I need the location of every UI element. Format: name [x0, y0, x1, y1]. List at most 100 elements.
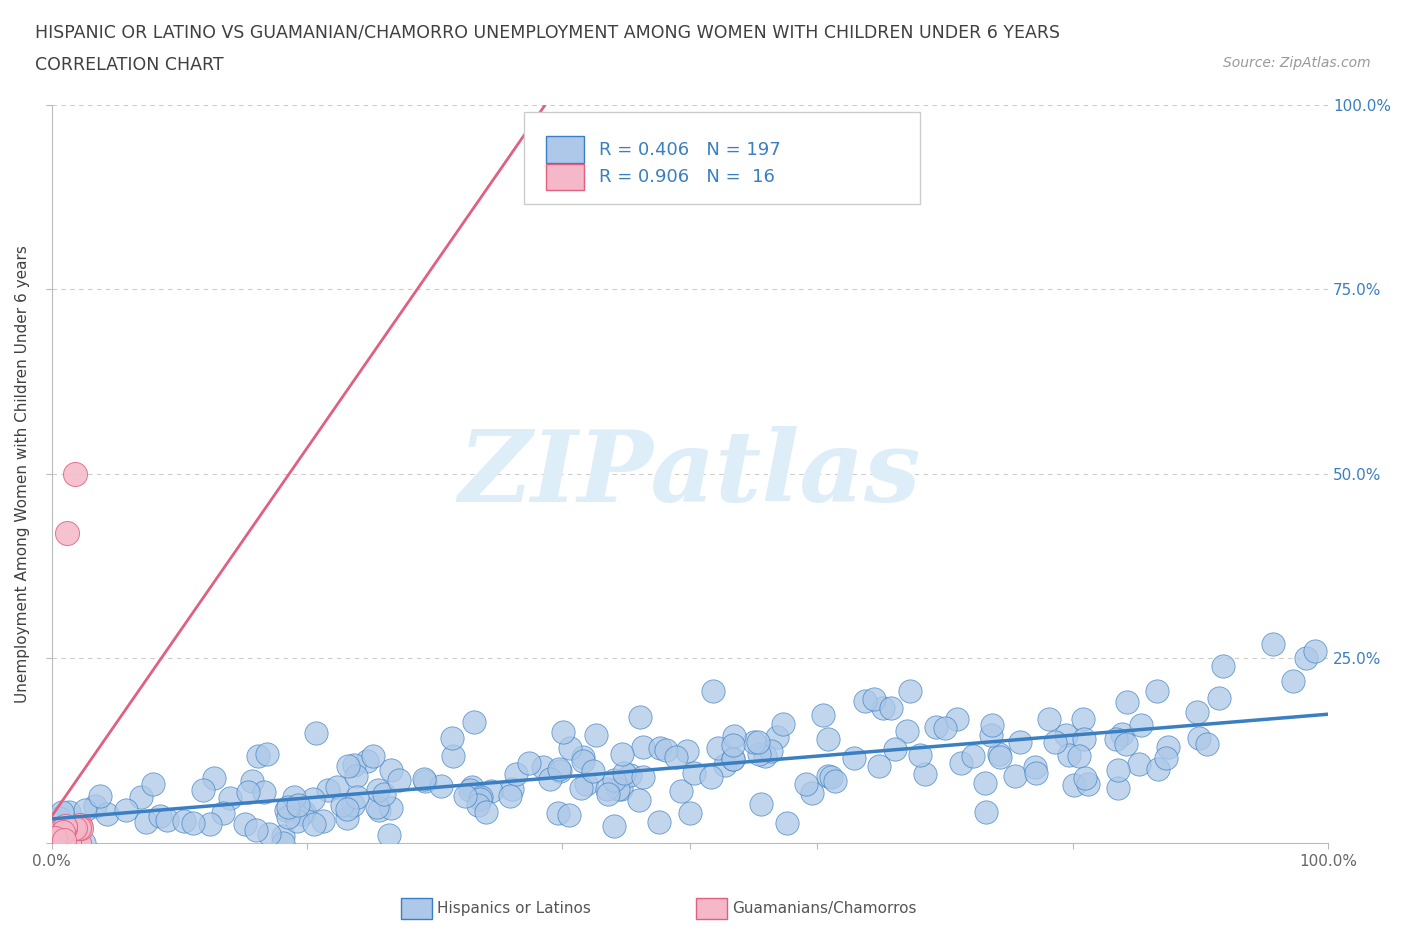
Point	[1063, 777, 1085, 792]
Point	[1073, 732, 1095, 747]
Point	[156, 813, 179, 828]
Point	[1146, 683, 1168, 698]
Point	[367, 803, 389, 817]
Point	[1056, 728, 1078, 743]
Point	[501, 782, 523, 797]
Point	[58, 804, 80, 819]
Point	[277, 799, 299, 814]
Point	[679, 805, 702, 820]
Point	[62, 820, 84, 835]
Point	[52, 825, 75, 840]
Point	[1282, 673, 1305, 688]
Point	[665, 750, 688, 764]
Point	[49, 824, 72, 839]
Point	[962, 749, 984, 764]
Point	[853, 694, 876, 709]
Point	[53, 832, 76, 847]
Point	[332, 797, 354, 812]
Y-axis label: Unemployment Among Women with Children Under 6 years: Unemployment Among Women with Children U…	[15, 245, 30, 703]
Point	[181, 816, 204, 830]
Point	[794, 777, 817, 791]
Point	[706, 741, 728, 756]
Point	[271, 829, 294, 844]
Point	[1004, 769, 1026, 784]
Point	[346, 789, 368, 804]
Point	[1024, 760, 1046, 775]
Point	[202, 771, 225, 786]
Point	[274, 803, 297, 817]
Point	[1157, 739, 1180, 754]
Point	[173, 814, 195, 829]
Point	[373, 787, 395, 802]
Point	[388, 773, 411, 788]
Point	[844, 751, 866, 765]
Bar	[546, 137, 583, 163]
Point	[721, 737, 744, 752]
Point	[326, 779, 349, 794]
Point	[558, 807, 581, 822]
Point	[1130, 717, 1153, 732]
Point	[772, 716, 794, 731]
Point	[548, 764, 571, 778]
Point	[988, 750, 1011, 764]
Point	[441, 749, 464, 764]
Point	[547, 805, 569, 820]
Point	[1038, 711, 1060, 726]
Point	[1195, 737, 1218, 751]
Point	[721, 751, 744, 766]
Point	[682, 765, 704, 780]
Point	[291, 806, 314, 821]
Point	[817, 732, 839, 747]
Point	[342, 797, 364, 812]
Point	[63, 820, 86, 835]
Point	[531, 760, 554, 775]
Point	[475, 804, 498, 819]
Point	[801, 786, 824, 801]
Point	[1111, 726, 1133, 741]
Point	[676, 743, 699, 758]
Point	[619, 767, 641, 782]
Text: Source: ZipAtlas.com: Source: ZipAtlas.com	[1223, 56, 1371, 70]
Point	[1107, 781, 1129, 796]
Point	[973, 776, 995, 790]
Point	[479, 784, 502, 799]
Point	[245, 823, 267, 838]
Point	[950, 756, 973, 771]
Point	[558, 740, 581, 755]
Point	[575, 777, 598, 791]
Point	[292, 804, 315, 819]
Point	[135, 815, 157, 830]
Point	[747, 735, 769, 750]
Point	[1071, 711, 1094, 726]
Point	[1295, 651, 1317, 666]
Point	[233, 817, 256, 831]
Point	[1077, 777, 1099, 791]
Point	[236, 784, 259, 799]
Point	[240, 774, 263, 789]
Point	[538, 771, 561, 786]
Point	[759, 743, 782, 758]
Point	[470, 790, 492, 804]
Text: R = 0.406   N = 197: R = 0.406 N = 197	[599, 140, 780, 159]
Point	[1115, 737, 1137, 751]
Point	[301, 791, 323, 806]
Point	[548, 762, 571, 777]
Point	[606, 782, 628, 797]
Point	[934, 721, 956, 736]
Point	[1147, 761, 1170, 776]
Point	[702, 684, 724, 698]
Point	[1263, 636, 1285, 651]
Point	[603, 773, 626, 788]
Point	[380, 763, 402, 777]
Point	[1010, 735, 1032, 750]
Point	[114, 803, 136, 817]
Point	[925, 720, 948, 735]
Point	[648, 741, 671, 756]
FancyBboxPatch shape	[524, 113, 920, 205]
Point	[302, 817, 325, 831]
Point	[253, 785, 276, 800]
Point	[380, 801, 402, 816]
Point	[305, 725, 328, 740]
Point	[988, 747, 1011, 762]
Point	[981, 718, 1004, 733]
